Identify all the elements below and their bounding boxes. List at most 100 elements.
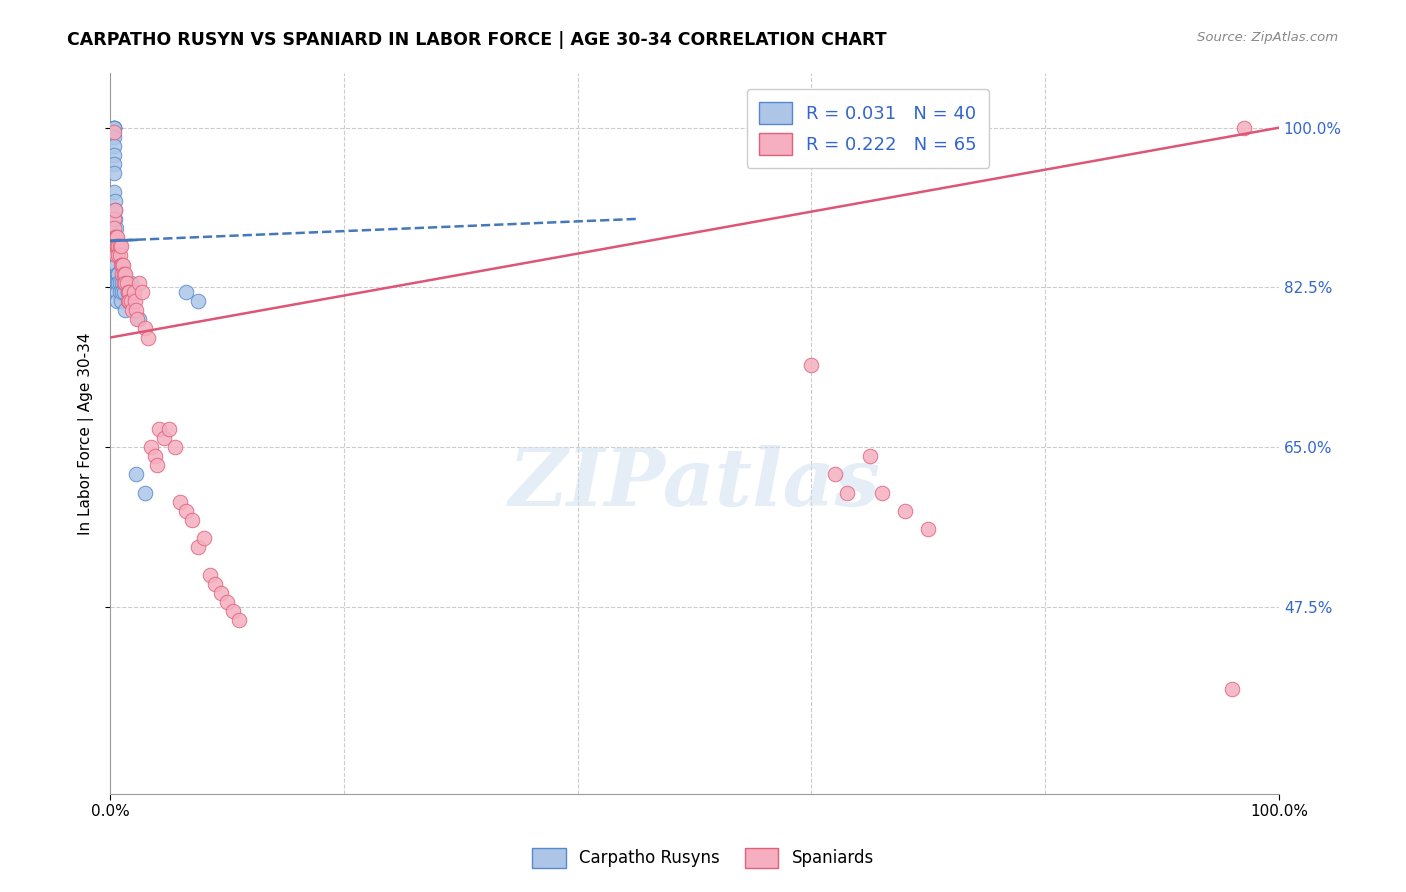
Point (111, 267, 134, 281)
Point (859, 449, 882, 463)
Point (146, 458, 169, 473)
Point (103, 221, 125, 235)
Point (105, 239, 128, 253)
Point (105, 230, 128, 244)
Point (110, 293, 132, 308)
Point (121, 303, 143, 318)
Point (169, 494, 191, 508)
Point (103, 166, 125, 180)
Point (222, 604, 245, 618)
Point (120, 276, 142, 290)
Point (800, 358, 823, 372)
Point (103, 185, 125, 199)
Point (105, 293, 128, 308)
Point (105, 230, 128, 244)
Point (103, 139, 125, 153)
Point (104, 211, 127, 226)
Point (174, 285, 197, 299)
Point (112, 258, 135, 272)
Text: CARPATHO RUSYN VS SPANIARD IN LABOR FORCE | AGE 30-34 CORRELATION CHART: CARPATHO RUSYN VS SPANIARD IN LABOR FORC… (67, 31, 887, 49)
Point (141, 440, 163, 454)
Text: Source: ZipAtlas.com: Source: ZipAtlas.com (1198, 31, 1339, 45)
Point (124, 293, 146, 308)
Point (107, 276, 129, 290)
Text: ZIPatlas: ZIPatlas (509, 445, 880, 523)
Point (894, 504, 917, 518)
Y-axis label: In Labor Force | Age 30-34: In Labor Force | Age 30-34 (79, 332, 94, 534)
Point (103, 120, 125, 135)
Point (127, 312, 149, 326)
Point (157, 422, 180, 436)
Point (114, 276, 136, 290)
Point (111, 285, 134, 299)
Point (107, 248, 129, 262)
Point (108, 248, 131, 262)
Point (103, 120, 125, 135)
Point (117, 285, 139, 299)
Point (107, 239, 129, 253)
Point (122, 285, 145, 299)
Point (104, 202, 127, 217)
Point (115, 276, 138, 290)
Point (187, 541, 209, 555)
Point (125, 467, 148, 482)
Point (107, 267, 129, 281)
Point (104, 230, 127, 244)
Point (163, 440, 186, 454)
Point (153, 431, 176, 445)
Point (105, 276, 128, 290)
Point (105, 239, 128, 253)
Point (134, 321, 156, 335)
Point (118, 293, 141, 308)
Point (103, 120, 125, 135)
Point (103, 129, 125, 144)
Point (105, 285, 128, 299)
Point (1233, 120, 1256, 135)
Point (110, 239, 132, 253)
Point (117, 293, 139, 308)
Legend: R = 0.031   N = 40, R = 0.222   N = 65: R = 0.031 N = 40, R = 0.222 N = 65 (747, 89, 990, 168)
Point (1220, 681, 1243, 696)
Point (111, 276, 134, 290)
Point (104, 202, 127, 217)
Point (228, 613, 250, 627)
Point (125, 303, 148, 318)
Point (120, 293, 142, 308)
Point (108, 239, 131, 253)
Point (117, 285, 139, 299)
Point (134, 485, 156, 500)
Point (114, 303, 136, 318)
Point (103, 125, 125, 139)
Point (122, 285, 145, 299)
Point (174, 504, 197, 518)
Point (118, 285, 141, 299)
Point (111, 258, 134, 272)
Point (204, 576, 226, 591)
Point (136, 330, 159, 344)
Point (103, 211, 125, 226)
Point (105, 221, 128, 235)
Point (148, 422, 170, 436)
Point (917, 522, 939, 536)
Point (105, 267, 128, 281)
Point (181, 513, 204, 527)
Point (108, 276, 131, 290)
Point (128, 276, 150, 290)
Point (108, 285, 131, 299)
Point (110, 258, 132, 272)
Point (114, 267, 136, 281)
Point (105, 248, 128, 262)
Legend: Carpatho Rusyns, Spaniards: Carpatho Rusyns, Spaniards (526, 841, 880, 875)
Point (105, 248, 128, 262)
Point (112, 267, 135, 281)
Point (103, 120, 125, 135)
Point (105, 258, 128, 272)
Point (103, 157, 125, 171)
Point (143, 449, 166, 463)
Point (187, 293, 209, 308)
Point (835, 485, 858, 500)
Point (193, 531, 215, 545)
Point (870, 485, 893, 500)
Point (103, 148, 125, 162)
Point (824, 467, 846, 482)
